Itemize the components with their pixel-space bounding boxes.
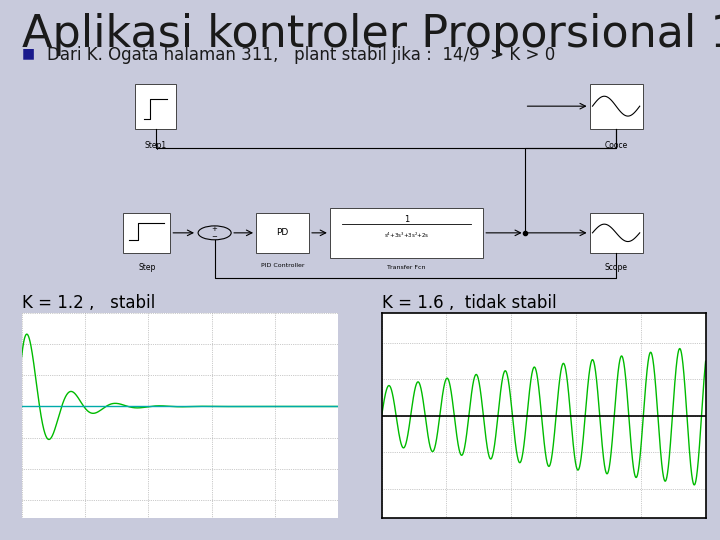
- FancyBboxPatch shape: [590, 213, 643, 253]
- Text: ■: ■: [22, 46, 35, 60]
- Text: Scope: Scope: [605, 262, 628, 272]
- FancyBboxPatch shape: [256, 213, 309, 253]
- Text: s$^4$+3s$^3$+3s$^2$+2s: s$^4$+3s$^3$+3s$^2$+2s: [384, 231, 429, 240]
- Text: Cooce: Cooce: [605, 141, 628, 150]
- Text: 1: 1: [404, 215, 409, 224]
- FancyBboxPatch shape: [330, 208, 483, 258]
- Text: Aplikasi kontroler Proporsional 1: Aplikasi kontroler Proporsional 1: [22, 14, 720, 57]
- Text: −: −: [212, 234, 217, 240]
- Text: Step: Step: [138, 262, 156, 272]
- Text: Dari K. Ogata halaman 311,   plant stabil jika :  14/9  > K > 0: Dari K. Ogata halaman 311, plant stabil …: [47, 46, 555, 64]
- FancyBboxPatch shape: [135, 84, 176, 129]
- Text: Step1: Step1: [145, 141, 166, 150]
- FancyBboxPatch shape: [123, 213, 171, 253]
- Text: K = 1.2 ,   stabil: K = 1.2 , stabil: [22, 294, 155, 312]
- FancyBboxPatch shape: [590, 84, 643, 129]
- Text: PD: PD: [276, 228, 289, 238]
- Text: Transfer Fcn: Transfer Fcn: [387, 265, 426, 270]
- Text: K = 1.6 ,  tidak stabil: K = 1.6 , tidak stabil: [382, 294, 557, 312]
- Text: +: +: [212, 226, 217, 232]
- Text: PID Controller: PID Controller: [261, 262, 305, 268]
